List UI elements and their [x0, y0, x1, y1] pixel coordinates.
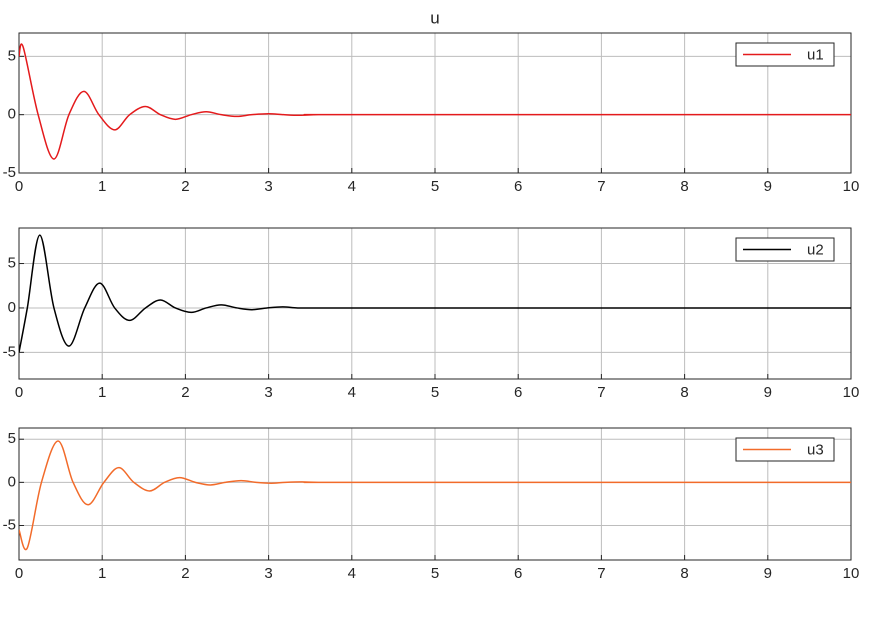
y-tick-label: -5: [3, 164, 16, 181]
x-tick-label: 1: [98, 384, 106, 401]
y-tick-label: -5: [3, 343, 16, 360]
x-tick-label: 1: [98, 565, 106, 582]
x-tick-label: 1: [98, 178, 106, 195]
x-tick-label: 6: [514, 178, 522, 195]
x-tick-label: 10: [843, 565, 860, 582]
x-tick-label: 3: [264, 565, 272, 582]
series-line: [19, 234, 851, 353]
y-tick-label: 5: [8, 254, 16, 271]
axes-frame: [18, 227, 852, 380]
axes-frame: [18, 427, 852, 561]
legend-label: u3: [807, 441, 824, 458]
x-tick-label: 5: [431, 565, 439, 582]
x-tick-label: 8: [680, 384, 688, 401]
legend-label: u1: [807, 46, 824, 63]
x-tick-label: 6: [514, 565, 522, 582]
y-tick-label: 5: [8, 430, 16, 447]
x-tick-label: 0: [15, 565, 23, 582]
x-tick-label: 8: [680, 565, 688, 582]
x-tick-label: 8: [680, 178, 688, 195]
x-tick-label: 9: [764, 565, 772, 582]
y-tick-label: 0: [8, 106, 16, 123]
legend-label: u2: [807, 241, 824, 258]
x-tick-label: 10: [843, 178, 860, 195]
x-tick-label: 3: [264, 384, 272, 401]
x-tick-label: 7: [597, 178, 605, 195]
x-tick-label: 9: [764, 178, 772, 195]
x-tick-label: 10: [843, 384, 860, 401]
y-tick-label: 5: [8, 47, 16, 64]
x-tick-label: 0: [15, 384, 23, 401]
x-tick-label: 7: [597, 384, 605, 401]
x-tick-label: 4: [348, 178, 356, 195]
y-tick-label: 0: [8, 299, 16, 316]
x-tick-label: 6: [514, 384, 522, 401]
x-tick-label: 2: [181, 178, 189, 195]
x-tick-label: 3: [264, 178, 272, 195]
x-tick-label: 2: [181, 384, 189, 401]
x-tick-label: 7: [597, 565, 605, 582]
y-tick-label: 0: [8, 473, 16, 490]
x-tick-label: 2: [181, 565, 189, 582]
x-tick-label: 5: [431, 384, 439, 401]
x-tick-label: 0: [15, 178, 23, 195]
x-tick-label: 5: [431, 178, 439, 195]
series-line: [19, 440, 851, 551]
series-line: [19, 43, 851, 160]
x-tick-label: 4: [348, 384, 356, 401]
x-tick-label: 4: [348, 565, 356, 582]
x-tick-label: 9: [764, 384, 772, 401]
axes-frame: [18, 32, 852, 174]
y-tick-label: -5: [3, 516, 16, 533]
chart-title: u: [430, 8, 439, 27]
